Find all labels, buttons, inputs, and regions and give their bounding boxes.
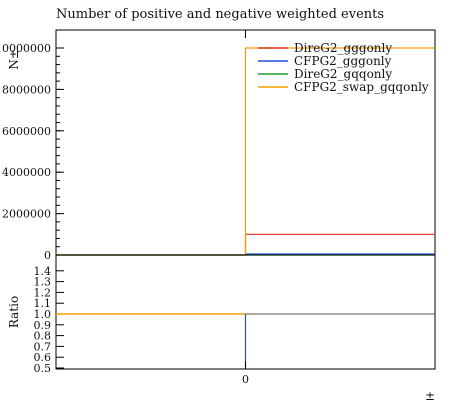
- y-tick-label-ratio: 0.9: [34, 319, 52, 332]
- legend-label: DireG2_gggonly: [294, 41, 392, 55]
- y-tick-label-ratio: 1.0: [34, 308, 52, 321]
- y-tick-label-ratio: 1.1: [34, 297, 52, 310]
- y-tick-label-ratio: 1.2: [34, 286, 52, 299]
- x-tick-label: 0: [242, 373, 249, 386]
- y-tick-label-ratio: 1.3: [34, 276, 52, 289]
- y-tick-label-main: 10000000: [0, 42, 51, 55]
- y-tick-label-main: 8000000: [2, 83, 51, 96]
- y-tick-label-ratio: 0.8: [34, 330, 52, 343]
- legend: DireG2_gggonlyCFPG2_gggonlyDireG2_gqqonl…: [258, 41, 429, 94]
- ratio-panel: 0.50.60.70.80.91.01.11.21.31.4 0: [34, 254, 436, 386]
- chart-title: Number of positive and negative weighted…: [56, 7, 384, 22]
- legend-label: CFPG2_swap_gqqonly: [294, 80, 429, 94]
- y-axis-label-ratio: Ratio: [7, 296, 21, 328]
- legend-label: DireG2_gqqonly: [294, 67, 392, 81]
- x-axis-label: ±: [425, 389, 435, 403]
- y-tick-label-main: 0: [44, 249, 51, 262]
- y-tick-label-ratio: 0.7: [34, 340, 52, 353]
- y-tick-label-ratio: 0.5: [34, 362, 52, 375]
- legend-label: CFPG2_gggonly: [294, 54, 392, 68]
- y-tick-label-main: 2000000: [2, 208, 51, 221]
- y-tick-label-ratio: 1.4: [34, 265, 52, 278]
- y-tick-label-ratio: 0.6: [34, 351, 52, 364]
- y-tick-label-main: 6000000: [2, 125, 51, 138]
- y-tick-label-main: 4000000: [2, 166, 51, 179]
- y-axis-label-main: N±: [7, 49, 21, 70]
